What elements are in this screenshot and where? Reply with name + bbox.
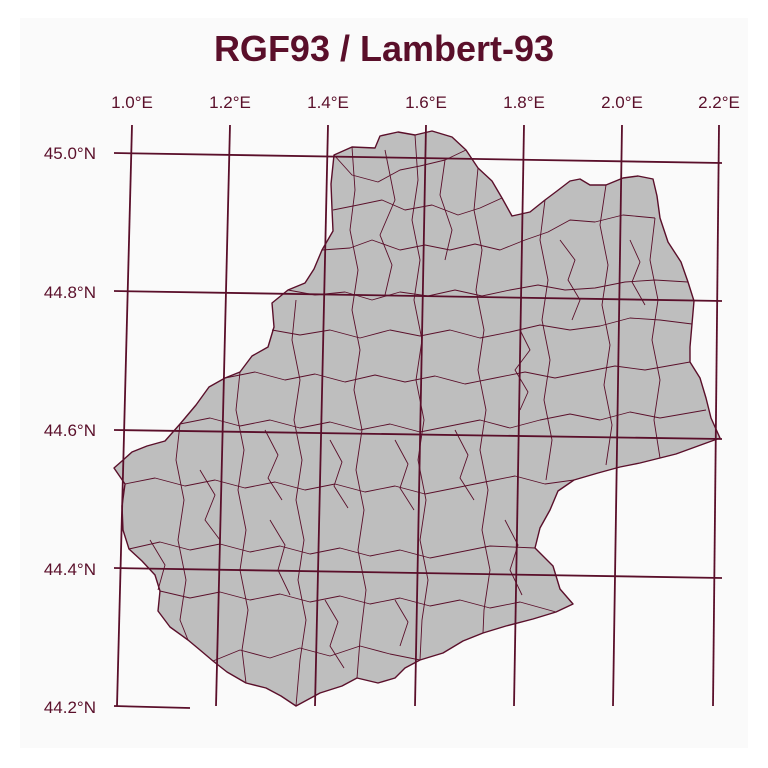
parallel-line xyxy=(113,705,191,709)
lat-tick-label: 44.4°N xyxy=(44,560,96,579)
meridian-line xyxy=(612,124,623,707)
meridian-line xyxy=(116,124,133,707)
meridian-line xyxy=(215,124,231,707)
lat-tick-label: 44.6°N xyxy=(44,421,96,440)
lon-tick-label: 1.8°E xyxy=(503,93,545,112)
lon-tick-label: 2.2°E xyxy=(698,93,740,112)
department-outline xyxy=(113,130,721,707)
department-shape xyxy=(113,130,721,707)
lon-tick-label: 1.6°E xyxy=(405,93,447,112)
meridian-line xyxy=(513,124,525,707)
lon-tick-label: 1.4°E xyxy=(307,93,349,112)
parallel-line xyxy=(113,152,723,164)
map-title: RGF93 / Lambert-93 xyxy=(213,28,555,69)
graticule xyxy=(113,124,723,709)
lon-tick-label: 2.0°E xyxy=(601,93,643,112)
lat-tick-label: 44.2°N xyxy=(44,698,96,717)
parallel-line xyxy=(113,567,723,579)
parallel-line xyxy=(113,290,723,302)
parallel-line xyxy=(113,429,723,440)
meridian-line xyxy=(414,124,427,707)
meridian-line xyxy=(314,124,329,707)
lat-tick-label: 45.0°N xyxy=(44,144,96,163)
lon-tick-label: 1.0°E xyxy=(111,93,153,112)
meridian-line xyxy=(712,124,720,707)
graticule-labels: 1.0°E 1.2°E 1.4°E 1.6°E 1.8°E 2.0°E 2.2°… xyxy=(44,93,740,717)
lon-tick-label: 1.2°E xyxy=(209,93,251,112)
lat-tick-label: 44.8°N xyxy=(44,283,96,302)
